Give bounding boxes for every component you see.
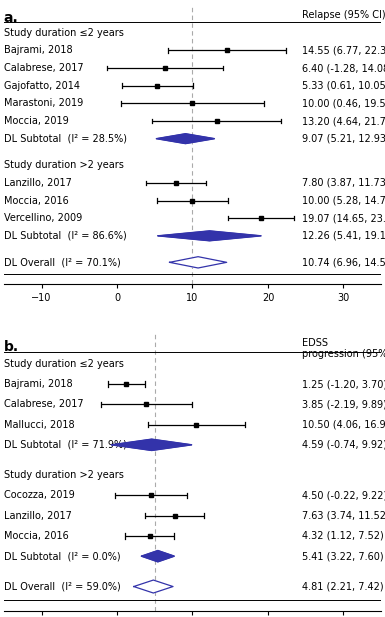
Text: a.: a. (4, 12, 18, 25)
Text: 4.59 (-0.74, 9.92): 4.59 (-0.74, 9.92) (302, 440, 385, 450)
Text: 12.26 (5.41, 19.11): 12.26 (5.41, 19.11) (302, 231, 385, 241)
Polygon shape (141, 550, 174, 562)
Text: Vercellino, 2009: Vercellino, 2009 (4, 213, 82, 223)
Text: Gajofatto, 2014: Gajofatto, 2014 (4, 81, 80, 91)
Text: 10.00 (5.28, 14.72): 10.00 (5.28, 14.72) (302, 196, 385, 205)
Text: 5.33 (0.61, 10.05): 5.33 (0.61, 10.05) (302, 81, 385, 91)
Text: 13.20 (4.64, 21.76): 13.20 (4.64, 21.76) (302, 116, 385, 126)
Text: 1.25 (-1.20, 3.70): 1.25 (-1.20, 3.70) (302, 379, 385, 389)
Text: DL Subtotal  (I² = 0.0%): DL Subtotal (I² = 0.0%) (4, 551, 121, 561)
Text: 4.81 (2.21, 7.42): 4.81 (2.21, 7.42) (302, 582, 383, 592)
Text: Bajrami, 2018: Bajrami, 2018 (4, 379, 72, 389)
Text: Marastoni, 2019: Marastoni, 2019 (4, 98, 83, 109)
Text: 3.85 (-2.19, 9.89): 3.85 (-2.19, 9.89) (302, 399, 385, 409)
Text: 10.00 (0.46, 19.54): 10.00 (0.46, 19.54) (302, 98, 385, 109)
Polygon shape (111, 439, 192, 450)
Text: 14.55 (6.77, 22.33): 14.55 (6.77, 22.33) (302, 45, 385, 56)
Text: DL Subtotal  (I² = 71.9%): DL Subtotal (I² = 71.9%) (4, 440, 127, 450)
Text: Mallucci, 2018: Mallucci, 2018 (4, 420, 74, 429)
Text: 19.07 (14.65, 23.48): 19.07 (14.65, 23.48) (302, 213, 385, 223)
Polygon shape (134, 580, 173, 593)
Text: Moccia, 2019: Moccia, 2019 (4, 116, 69, 126)
Text: 10.50 (4.06, 16.94): 10.50 (4.06, 16.94) (302, 420, 385, 429)
Text: 4.32 (1.12, 7.52): 4.32 (1.12, 7.52) (302, 531, 384, 541)
Text: Relapse (95% CI): Relapse (95% CI) (302, 10, 385, 20)
Text: Calabrese, 2017: Calabrese, 2017 (4, 63, 84, 73)
Polygon shape (156, 134, 214, 144)
Text: Moccia, 2016: Moccia, 2016 (4, 196, 69, 205)
Text: 7.80 (3.87, 11.73): 7.80 (3.87, 11.73) (302, 178, 385, 188)
Text: DL Overall  (I² = 70.1%): DL Overall (I² = 70.1%) (4, 257, 121, 267)
Polygon shape (169, 257, 227, 268)
Text: Lanzillo, 2017: Lanzillo, 2017 (4, 178, 72, 188)
Text: DL Subtotal  (I² = 86.6%): DL Subtotal (I² = 86.6%) (4, 231, 127, 241)
Text: Study duration >2 years: Study duration >2 years (4, 470, 124, 480)
Text: DL Subtotal  (I² = 28.5%): DL Subtotal (I² = 28.5%) (4, 134, 127, 144)
Text: b.: b. (4, 339, 19, 354)
Text: Moccia, 2016: Moccia, 2016 (4, 531, 69, 541)
Text: 9.07 (5.21, 12.93): 9.07 (5.21, 12.93) (302, 134, 385, 144)
Text: Study duration >2 years: Study duration >2 years (4, 160, 124, 170)
Text: Study duration ≤2 years: Study duration ≤2 years (4, 28, 124, 38)
Text: Calabrese, 2017: Calabrese, 2017 (4, 399, 84, 409)
Text: 10.74 (6.96, 14.53): 10.74 (6.96, 14.53) (302, 257, 385, 267)
Text: Study duration ≤2 years: Study duration ≤2 years (4, 359, 124, 369)
Polygon shape (158, 231, 261, 241)
Text: Bajrami, 2018: Bajrami, 2018 (4, 45, 72, 56)
Text: Cocozza, 2019: Cocozza, 2019 (4, 491, 75, 500)
Text: DL Overall  (I² = 59.0%): DL Overall (I² = 59.0%) (4, 582, 121, 592)
Text: Lanzillo, 2017: Lanzillo, 2017 (4, 511, 72, 521)
Text: 5.41 (3.22, 7.60): 5.41 (3.22, 7.60) (302, 551, 383, 561)
Text: 4.50 (-0.22, 9.22): 4.50 (-0.22, 9.22) (302, 491, 385, 500)
Text: EDSS
progression (95% CI): EDSS progression (95% CI) (302, 337, 385, 359)
Text: 6.40 (-1.28, 14.08): 6.40 (-1.28, 14.08) (302, 63, 385, 73)
Text: 7.63 (3.74, 11.52): 7.63 (3.74, 11.52) (302, 511, 385, 521)
